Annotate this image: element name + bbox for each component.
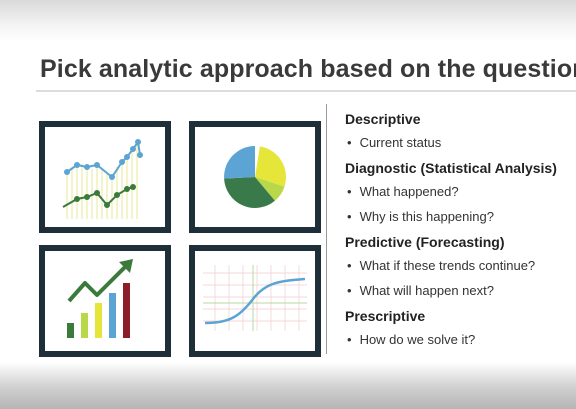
approach-descriptive: Descriptive • Current status: [345, 110, 575, 159]
bullet-text: How do we solve it?: [360, 332, 476, 347]
bullet-dot: •: [347, 208, 352, 226]
approach-bullet: • What happened?: [347, 183, 575, 208]
pie-chart-tile: [189, 121, 321, 233]
approach-list: Descriptive • Current status Diagnostic (…: [345, 110, 575, 356]
approach-bullet: • How do we solve it?: [347, 331, 575, 356]
line-chart-tile: [39, 121, 171, 233]
bullet-text: Current status: [360, 135, 442, 150]
approach-diagnostic: Diagnostic (Statistical Analysis) • What …: [345, 159, 575, 233]
approach-heading: Predictive (Forecasting): [345, 233, 575, 257]
pie-chart-icon: [195, 127, 315, 227]
bullet-dot: •: [347, 282, 352, 300]
bullet-text: Why is this happening?: [360, 209, 494, 224]
bottom-shadow: [0, 362, 576, 409]
slide-title: Pick analytic approach based on the ques…: [40, 55, 576, 84]
s-curve-chart-tile: [189, 245, 321, 357]
line-chart-icon: [45, 127, 165, 227]
bar-chart-tile: [39, 245, 171, 357]
approach-bullet: • What will happen next?: [347, 282, 575, 307]
approach-heading: Prescriptive: [345, 307, 575, 331]
approach-heading: Diagnostic (Statistical Analysis): [345, 159, 575, 183]
top-band: [0, 0, 576, 42]
bullet-text: What if these trends continue?: [360, 258, 536, 273]
approach-heading: Descriptive: [345, 110, 575, 134]
bar-chart-trend-icon: [45, 251, 165, 351]
vertical-divider: [326, 104, 327, 354]
approach-bullet: • Why is this happening?: [347, 208, 575, 233]
approach-prescriptive: Prescriptive • How do we solve it?: [345, 307, 575, 356]
bullet-text: What will happen next?: [360, 283, 494, 298]
title-divider: [36, 90, 576, 92]
approach-bullet: • What if these trends continue?: [347, 257, 575, 282]
bullet-text: What happened?: [360, 184, 459, 199]
approach-predictive: Predictive (Forecasting) • What if these …: [345, 233, 575, 307]
bullet-dot: •: [347, 134, 352, 152]
approach-bullet: • Current status: [347, 134, 575, 159]
bullet-dot: •: [347, 331, 352, 349]
s-curve-chart-icon: [195, 251, 315, 351]
bullet-dot: •: [347, 257, 352, 275]
bullet-dot: •: [347, 183, 352, 201]
